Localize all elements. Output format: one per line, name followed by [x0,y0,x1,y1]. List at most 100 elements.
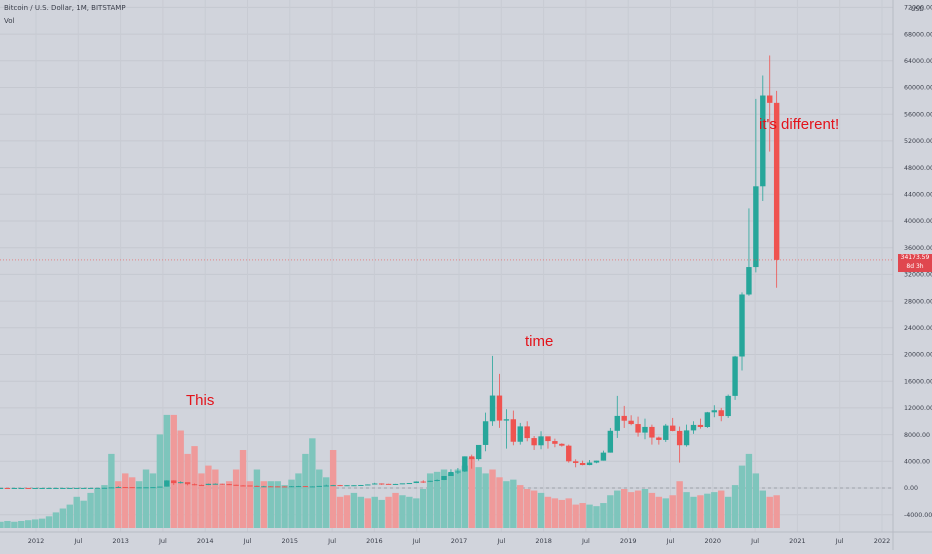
candle-body [198,484,205,486]
volume-bar [510,479,517,528]
volume-bar [108,453,115,528]
candle-body [649,426,655,438]
candle-body [469,456,475,460]
x-tick-label: 2016 [366,537,383,545]
candle-body [60,487,66,489]
volume-bar [115,481,122,528]
volume-bar [572,504,579,528]
volume-bar [31,519,39,528]
volume-bar [329,450,337,528]
x-tick-label: Jul [496,537,505,545]
volume-bar [253,469,261,528]
volume-bar [316,469,323,528]
candle-body [212,483,219,485]
candle-body [586,462,593,466]
volume-bar [537,492,545,528]
volume-bar [18,520,25,528]
volume-bar [690,496,697,528]
volume-bar [45,516,53,528]
candle-body [545,436,551,442]
volume-bar [225,481,233,528]
volume-bar [177,430,184,528]
candle-body [351,485,357,487]
volume-bar [288,479,295,528]
candle-body [524,426,530,439]
candle-body [413,481,419,484]
candle-body [11,487,18,489]
y-tick-label: 0.00 [904,485,918,492]
volume-bar [205,465,212,528]
y-tick-label: 28000.00 [904,298,932,305]
volume-bar [683,492,690,528]
candle-body [559,443,565,446]
candle-body [46,487,52,489]
y-tick-label: 64000.00 [904,58,932,65]
candle-body [434,479,440,481]
candle-body [579,462,586,466]
x-tick-label: Jul [243,537,252,545]
candle-body [711,410,717,413]
volume-bar [267,481,274,528]
y-tick-label: 4000.00 [904,459,930,466]
candle-body [552,441,558,444]
volume-bar [156,434,164,528]
volume-bar [766,496,773,528]
volume-bar [122,473,129,528]
volume-bar [551,498,559,528]
y-axis[interactable]: 72000.00 68000.00 64000.00 60000.00 56000.00… [904,5,932,519]
candle-body [53,487,59,489]
candle-body [39,487,45,489]
volume-bar [634,490,642,528]
volume-indicator-label[interactable]: Vol [4,17,15,25]
volume-bar [662,498,669,528]
volume-bar [530,490,538,528]
volume-bar [11,521,18,528]
candle-body [323,485,329,487]
volume-bar [87,492,94,528]
candle-body [344,485,350,487]
candle-body [226,484,232,486]
volume-bar [309,438,316,528]
candle-body [760,95,766,187]
candle-body [697,424,704,427]
volume-bar [371,496,378,528]
volume-bar [731,485,739,528]
candle-body [503,419,510,421]
x-tick-label: 2013 [112,537,129,545]
x-tick-label: 2021 [789,537,806,545]
volume-bar [413,498,420,528]
candle-body [302,486,309,488]
candle-body [621,415,627,421]
candle-body [773,102,780,260]
annotation-this: This [186,392,215,409]
volume-bar [281,485,288,528]
y-tick-label: 12000.00 [904,405,932,412]
y-tick-label: 8000.00 [904,432,930,439]
candle-body [295,486,302,488]
candle-body [365,484,371,486]
volume-bar [461,465,469,528]
x-axis[interactable]: 2012 Jul 2013 Jul 2014 Jul 2015 Jul 2016 Jul 2017 J… [28,537,891,545]
volume-bar [142,469,150,528]
volume-bar [198,473,205,528]
volume-bar [52,512,60,528]
x-tick-label: Jul [666,537,675,545]
volume-bar [191,446,198,528]
volume-bar [399,495,406,528]
candle-body [94,487,101,489]
y-tick-label: 60000.00 [904,85,932,92]
candle-body [164,480,170,487]
candle-body [309,486,316,488]
candle-body [378,483,385,485]
y-tick-label: 56000.00 [904,111,932,118]
candle-body [358,484,364,486]
x-tick-label: Jul [73,537,82,545]
volume-bar [724,496,732,528]
x-tick-label: Jul [835,537,844,545]
candle-body [177,482,184,484]
candle-body [275,486,281,488]
candle-body [496,395,503,421]
volume-bar [73,496,80,528]
